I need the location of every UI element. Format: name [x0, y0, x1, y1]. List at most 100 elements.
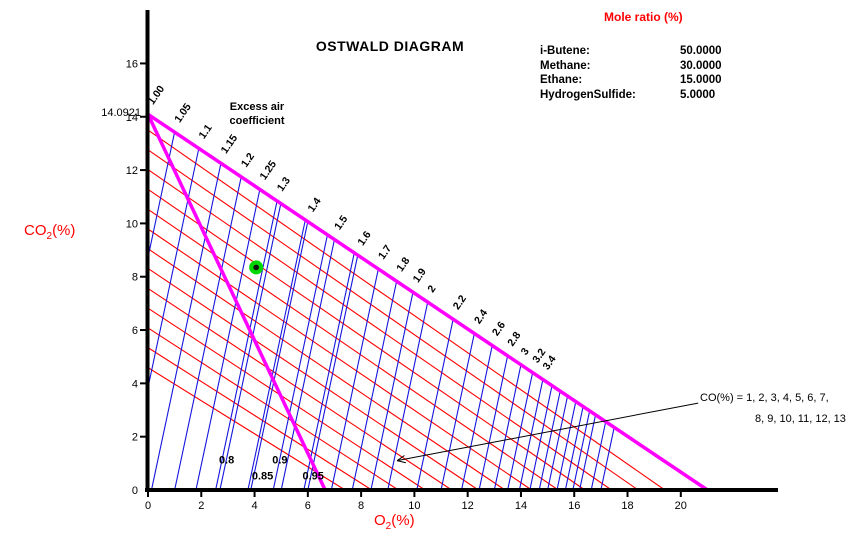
excess-air-line [529, 385, 553, 491]
operating-point-center-dot [253, 264, 259, 271]
legend-row: Ethane: 15.0000 [540, 73, 770, 88]
x-tick-label: 0 [145, 500, 151, 512]
excess-air-coefficient-label: 1.15 [219, 132, 241, 156]
y-tick-label: 6 [132, 325, 138, 337]
excess-air-line [590, 421, 607, 491]
x-axis-title-sub: 2 [385, 521, 392, 532]
sub-unity-coefficient-label: 0.85 [252, 470, 273, 482]
sub-unity-coefficient-label: 0.9 [272, 454, 287, 466]
excess-air-line [564, 406, 584, 491]
legend-value: 15.0000 [680, 74, 722, 87]
excess-air-coefficient-label: 2.4 [472, 307, 490, 326]
legend-value: 5.0000 [680, 88, 716, 101]
co-percent-line [147, 188, 586, 491]
x-axis-title: O2(%) [374, 512, 415, 532]
co-annotation-arrowhead [396, 460, 406, 464]
legend-label: Ethane: [540, 74, 583, 87]
legend-label: Methane: [540, 59, 591, 72]
y-axis-title-main: CO [24, 222, 47, 239]
excess-air-line [572, 410, 591, 491]
y-tick-label: 16 [126, 58, 138, 70]
co-percent-line [147, 267, 479, 491]
excess-air-line [307, 255, 359, 491]
excess-air-line [538, 391, 561, 491]
excess-air-line [478, 355, 509, 491]
excess-air-line [351, 281, 398, 491]
co-percent-line [147, 287, 453, 491]
excess-air-line [493, 364, 522, 491]
co-percent-line [147, 307, 426, 491]
excess-air-coefficient-label: 1.6 [355, 229, 373, 248]
excess-air-line1: Excess air [229, 101, 285, 113]
excess-air-line [219, 203, 282, 491]
excess-air-line2: coefficient [229, 114, 285, 127]
y-axis-title-sub: 2 [46, 231, 53, 242]
y-tick-label: 12 [126, 165, 138, 177]
excess-air-coefficient-label: 1.2 [239, 151, 257, 170]
excess-air-line [460, 345, 493, 491]
alpha-one-boundary-line [146, 113, 327, 491]
sub-unity-coefficient-label: 0.95 [302, 470, 323, 482]
x-tick-label: 10 [408, 500, 420, 512]
excess-air-annotation: Excess air coefficient [199, 101, 315, 128]
co-percent-line [147, 228, 532, 491]
excess-air-line [387, 302, 429, 491]
x-tick-label: 2 [198, 500, 204, 512]
y-tick-label: 14 [126, 112, 138, 124]
x-tick-label: 18 [621, 500, 633, 512]
excess-air-line [247, 219, 306, 491]
y-tick-label: 4 [132, 378, 138, 390]
excess-air-line [195, 189, 261, 491]
co-percent-line [147, 248, 506, 491]
excess-air-line [272, 234, 328, 491]
co-percent-line [147, 149, 639, 491]
excess-air-coefficient-label: 1.9 [411, 266, 429, 285]
excess-air-coefficient-label: 1.8 [394, 255, 412, 274]
co-percent-line [147, 169, 612, 491]
excess-air-line [579, 414, 597, 491]
co-annotation-line1: CO(%) = 1, 2, 3, 4, 5, 6, 7, [700, 392, 829, 404]
co-zero-boundary-line [147, 112, 709, 492]
legend-label: i-Butene: [540, 45, 590, 57]
excess-air-coefficient-label: 2 [425, 283, 438, 295]
excess-air-coefficient-label: 2.2 [451, 293, 469, 312]
excess-air-line [215, 200, 278, 491]
excess-air-coefficient-label: 1.4 [305, 195, 323, 214]
excess-air-coefficient-label: 1.05 [172, 101, 194, 125]
co-annotation-arrowhead [396, 455, 405, 462]
excess-air-line [600, 427, 615, 491]
y-tick-label: 10 [126, 218, 138, 230]
chart-title: OSTWALD DIAGRAM [315, 38, 465, 54]
excess-air-coefficient-label: 1.3 [275, 175, 293, 194]
excess-air-line [280, 239, 335, 491]
x-tick-label: 8 [358, 500, 364, 512]
y-tick-label: 0 [132, 485, 138, 497]
excess-air-line [547, 395, 569, 491]
co-annotation-line2: 8, 9, 10, 11, 12, 13 [755, 413, 846, 425]
excess-air-line [147, 132, 176, 258]
co-percent-line [147, 129, 666, 491]
excess-air-line [440, 333, 475, 491]
excess-air-coefficient-label: 3 [519, 346, 532, 358]
excess-air-line [150, 163, 222, 491]
legend-row: Methane: 30.0000 [540, 59, 770, 74]
co-annotation-arrow [396, 402, 699, 462]
legend: i-Butene: 50.0000 Methane: 30.0000 Ethane: 15… [540, 44, 770, 102]
x-tick-label: 14 [515, 500, 527, 512]
excess-air-line [147, 148, 200, 388]
sub-unity-coefficient-label: 0.8 [219, 454, 234, 466]
excess-air-line [416, 319, 454, 491]
y-axis-title-suffix: (%) [52, 222, 76, 239]
x-tick-label: 12 [462, 500, 474, 512]
x-tick-label: 20 [675, 500, 687, 512]
excess-air-coefficient-label: 1.7 [376, 243, 394, 262]
co-percent-line [147, 327, 399, 491]
excess-air-line [250, 221, 309, 491]
legend-value: 50.0000 [680, 45, 722, 57]
y-axis-title: CO2(%) [24, 222, 75, 242]
co2-max-value-label: 14.0921 [101, 107, 141, 119]
y-tick-label: 8 [132, 272, 138, 284]
x-tick-label: 16 [568, 500, 580, 512]
